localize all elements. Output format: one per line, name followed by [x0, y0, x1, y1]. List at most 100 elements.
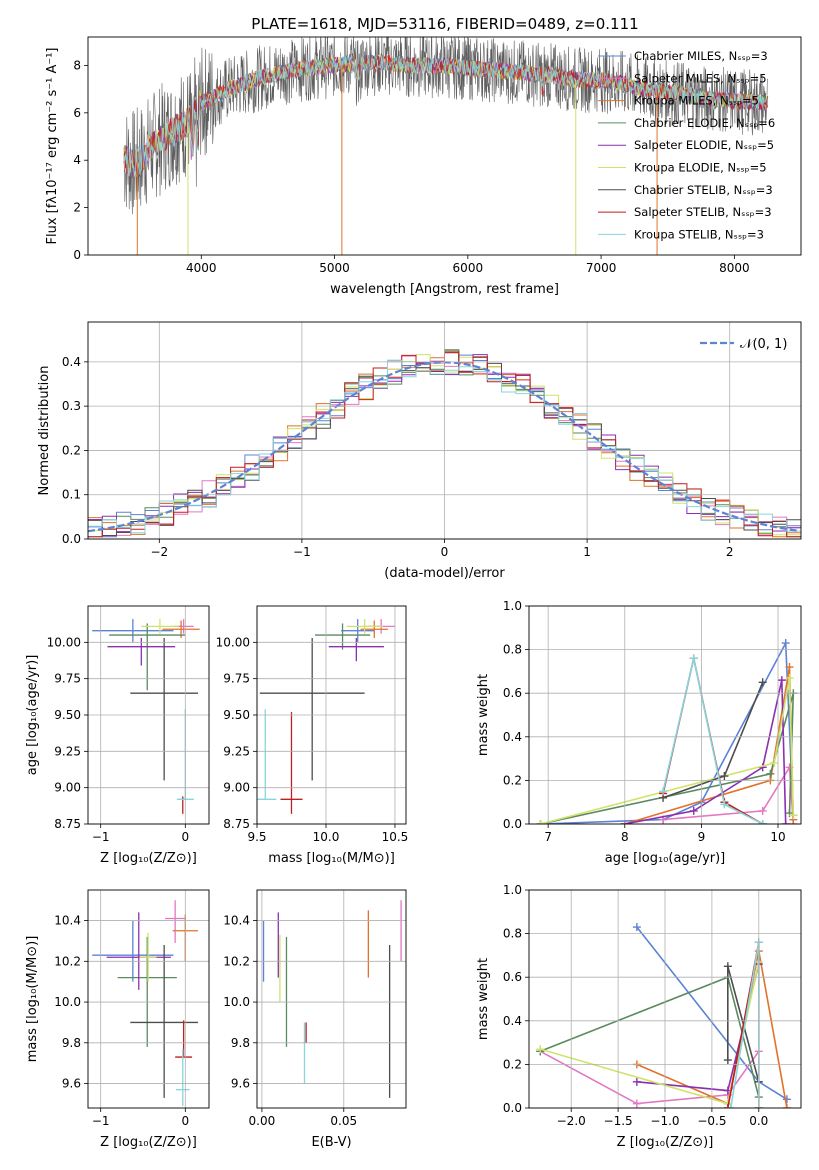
data-point	[689, 654, 698, 663]
y-tick-label: 0.1	[62, 488, 81, 502]
x-tick-label: 0	[181, 1114, 189, 1128]
axes-frame	[256, 889, 407, 1109]
legend-label: Salpeter ELODIE, Nₛₛₚ=5	[634, 138, 774, 152]
mass-weight-series-8	[662, 658, 764, 824]
x-tick-label: −1	[92, 1114, 110, 1128]
y-tick-label: 0.4	[62, 355, 81, 369]
x-tick-label: 0.0	[749, 1114, 768, 1128]
legend-label: 𝒩(0, 1)	[740, 337, 787, 352]
x-tick-label: −0.5	[697, 1114, 726, 1128]
legend-label: Chabrier MILES, Nₛₛₚ=3	[634, 49, 768, 63]
x-axis-label: Z [log₁₀(Z/Z⊙)]	[617, 1135, 714, 1150]
x-tick-label: 10.0	[313, 830, 340, 844]
plot-area	[536, 923, 791, 1108]
y-tick-label: 0.6	[503, 686, 522, 700]
age-vs-Z-panel: −1 0 8.75 9.00 9.25 9.50 9.75 10.00 Z [log₁₀(Z/Z…	[25, 605, 210, 866]
y-tick-label: 6	[73, 106, 81, 120]
data-point	[782, 1104, 791, 1108]
data-point	[536, 1045, 545, 1054]
x-tick-label: 0.00	[249, 1114, 276, 1128]
axes-frame	[87, 36, 802, 256]
y-axis-label: age [log₁₀(age/yr)]	[25, 655, 40, 776]
x-tick-label: 10.5	[382, 830, 409, 844]
y-axis-label: Flux [fλ10⁻¹⁷ erg cm⁻² s⁻¹ A⁻¹]	[45, 48, 60, 245]
legend-label: Kroupa ELODIE, Nₛₛₚ=5	[634, 161, 767, 175]
data-point	[723, 1104, 732, 1108]
axes-frame	[87, 889, 210, 1109]
x-tick-label: 8000	[719, 261, 750, 275]
y-tick-label: 0.8	[503, 643, 522, 657]
data-point	[789, 811, 798, 820]
x-axis-label: wavelength [Angstrom, rest frame]	[330, 282, 559, 297]
y-axis-label: Normed distribution	[37, 366, 52, 496]
y-tick-label: 10.2	[54, 954, 81, 968]
x-tick-label: 9	[698, 830, 706, 844]
mass-weight-vs-age-panel: 7 8 9 10 0.0 0.2 0.4 0.6 0.8 1.0 age [log₁₀(age/yr…	[476, 599, 802, 866]
data-point	[766, 769, 775, 778]
y-tick-label: 10.4	[54, 914, 81, 928]
spectrum-line-8	[123, 54, 769, 176]
data-point	[781, 639, 790, 648]
legend-label: Salpeter STELIB, Nₛₛₚ=3	[634, 205, 772, 219]
mass-weight-series-5	[540, 677, 795, 824]
plot-area	[536, 639, 798, 824]
x-tick-label: −1	[293, 545, 311, 559]
age-vs-mass-panel: 9.5 10.0 10.5 8.75 9.00 9.25 9.50 9.75 10.00 mass…	[216, 605, 409, 866]
data-point	[632, 923, 641, 932]
legend-label: Kroupa STELIB, Nₛₛₚ=3	[634, 227, 764, 241]
x-tick-label: 0	[441, 545, 449, 559]
x-tick-label: 2	[726, 545, 734, 559]
plot-area	[123, 37, 769, 255]
x-tick-label: 9.5	[247, 830, 266, 844]
data-point	[758, 820, 767, 824]
data-point	[770, 758, 779, 767]
y-tick-label: 1.0	[503, 599, 522, 613]
x-tick-label: 7000	[586, 261, 617, 275]
data-point	[723, 962, 732, 971]
data-point	[632, 1077, 641, 1086]
plot-area	[92, 900, 198, 1106]
x-tick-label: 5000	[319, 261, 350, 275]
legend-label: Chabrier ELODIE, Nₛₛₚ=6	[634, 116, 775, 130]
data-point	[758, 806, 767, 815]
legend-label: Salpeter MILES, Nₛₛₚ=5	[634, 71, 767, 85]
y-tick-label: 0.2	[503, 1057, 522, 1071]
x-tick-label: 6000	[453, 261, 484, 275]
y-tick-label: 0.4	[503, 730, 522, 744]
data-point	[781, 820, 790, 824]
mass-weight-series-1	[663, 764, 795, 824]
figure-title: PLATE=1618, MJD=53116, FIBERID=0489, z=0…	[251, 15, 638, 33]
data-point	[726, 1104, 735, 1108]
data-point	[785, 673, 794, 682]
x-tick-label: −2	[150, 545, 168, 559]
data-point	[785, 663, 794, 672]
x-tick-label: −1.0	[650, 1114, 679, 1128]
residual-histogram-panel: −2 −1 0 1 2 0.0 0.1 0.2 0.3 0.4 (data-model)/error…	[37, 321, 802, 581]
y-tick-label: 9.25	[223, 744, 250, 758]
y-tick-label: 9.8	[231, 1036, 250, 1050]
y-tick-label: 8.75	[223, 817, 250, 831]
x-axis-label: Z [log₁₀(Z/Z⊙)]	[100, 1135, 197, 1150]
axes-frame	[87, 605, 210, 825]
y-tick-label: 9.00	[223, 781, 250, 795]
plot-area	[262, 900, 402, 1098]
y-tick-label: 9.8	[62, 1036, 81, 1050]
y-tick-label: 9.75	[223, 672, 250, 686]
x-axis-label: Z [log₁₀(Z/Z⊙)]	[100, 851, 197, 866]
data-point	[782, 1095, 791, 1104]
y-tick-label: 9.50	[223, 708, 250, 722]
mass-vs-Z-panel: −1 0 9.6 9.8 10.0 10.2 10.4 Z [log₁₀(Z/Z⊙)] mass…	[25, 889, 210, 1150]
data-point	[632, 1099, 641, 1108]
x-tick-label: 7	[544, 830, 552, 844]
x-tick-label: 1	[583, 545, 591, 559]
x-tick-label: −1	[92, 830, 110, 844]
y-tick-label: 10.0	[223, 995, 250, 1009]
y-tick-label: 10.4	[223, 914, 250, 928]
y-tick-label: 2	[73, 201, 81, 215]
plot-area	[257, 619, 395, 814]
x-axis-label: age [log₁₀(age/yr)]	[605, 851, 726, 866]
x-axis-label: (data-model)/error	[384, 566, 505, 581]
y-tick-label: 9.50	[54, 708, 81, 722]
x-axis-label: mass [log₁₀(M/M⊙)]	[268, 851, 395, 866]
